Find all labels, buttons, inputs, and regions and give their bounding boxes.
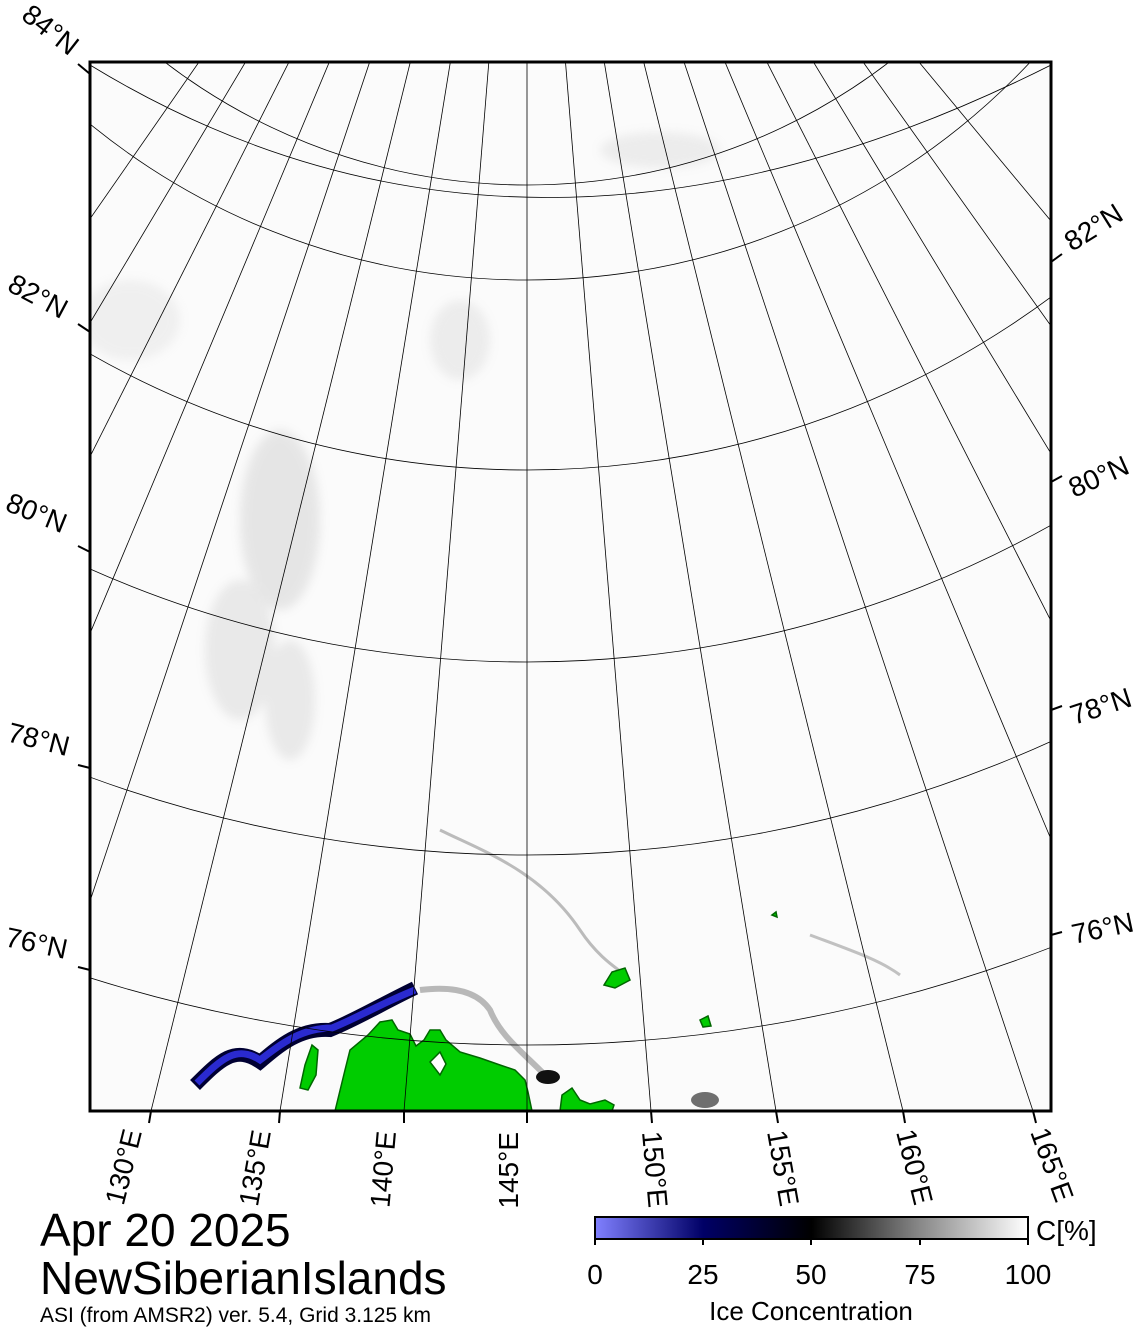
- colorbar-tick-100: 100: [1005, 1259, 1052, 1290]
- coastal-polynya: [190, 828, 901, 1108]
- right-lat-labels: 82°N 80°N 78°N 76°N: [1059, 198, 1137, 950]
- product-note: ASI (from AMSR2) ver. 5.4, Grid 3.125 km: [40, 1304, 431, 1327]
- colorbar-tick-75: 75: [904, 1259, 935, 1290]
- map-panel: [90, 62, 1051, 1111]
- lon-label-135e: 135°E: [233, 1128, 277, 1209]
- colorbar-tick-25: 25: [687, 1259, 718, 1290]
- lat-label-76n-right: 76°N: [1069, 907, 1137, 950]
- lon-labels: 130°E 135°E 140°E 145°E 150°E 155°E 160°…: [99, 1123, 1079, 1208]
- lon-label-150e: 150°E: [636, 1130, 674, 1209]
- lon-label-155e: 155°E: [761, 1128, 805, 1209]
- lon-label-165e: 165°E: [1024, 1123, 1079, 1206]
- colorbar-tick-50: 50: [795, 1259, 826, 1290]
- land: [299, 910, 779, 1111]
- tick-marks: [77, 63, 1063, 1124]
- lon-label-160e: 160°E: [890, 1126, 939, 1208]
- ice-texture: [90, 132, 720, 760]
- colorbar: 0 25 50 75 100 C[%] Ice Concentration: [587, 1215, 1096, 1326]
- graticule: [90, 62, 1051, 1111]
- lat-label-82n-left: 82°N: [3, 268, 73, 325]
- colorbar-tick-0: 0: [587, 1259, 603, 1290]
- lat-label-78n-left: 78°N: [5, 717, 73, 762]
- lat-label-78n-right: 78°N: [1066, 682, 1135, 731]
- map-frame: [88, 60, 1053, 1113]
- lon-label-130e: 130°E: [99, 1126, 148, 1208]
- lat-label-84n: 84°N: [16, 0, 84, 61]
- map-date: Apr 20 2025: [40, 1204, 291, 1256]
- lon-label-145e: 145°E: [493, 1132, 524, 1209]
- lat-label-80n-right: 80°N: [1064, 450, 1134, 504]
- colorbar-title: Ice Concentration: [709, 1296, 913, 1326]
- lat-label-76n-left: 76°N: [3, 922, 71, 965]
- lon-label-140e: 140°E: [364, 1130, 402, 1209]
- lat-label-80n-left: 80°N: [2, 487, 72, 539]
- colorbar-gradient: [594, 1216, 1029, 1240]
- left-lat-labels: 84°N 82°N 80°N 78°N 76°N: [2, 0, 85, 965]
- map-region: NewSiberianIslands: [40, 1252, 447, 1304]
- colorbar-unit: C[%]: [1036, 1215, 1097, 1246]
- lat-label-82n-right: 82°N: [1059, 198, 1128, 257]
